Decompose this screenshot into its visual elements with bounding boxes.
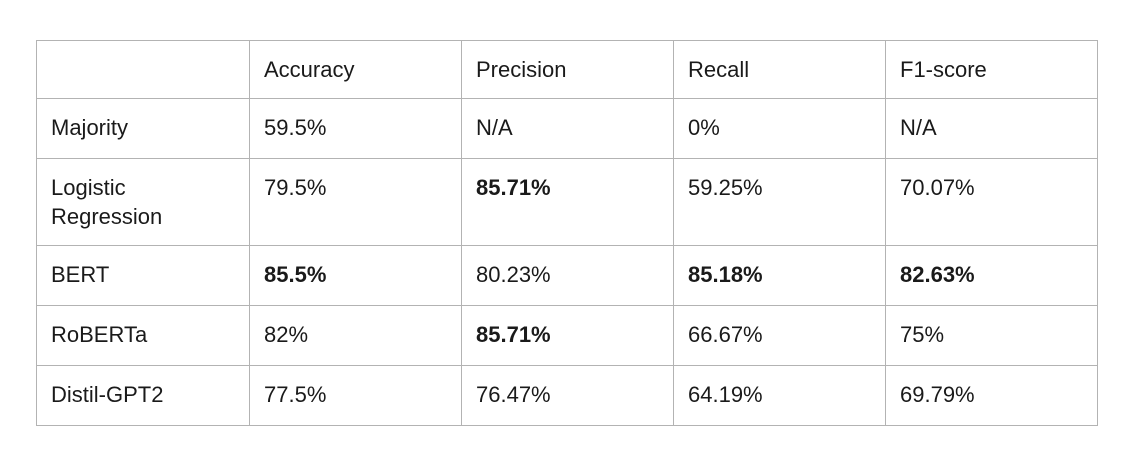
model-metrics-table: Accuracy Precision Recall F1-score Major… xyxy=(36,39,1098,427)
cell-distil-gpt2-accuracy: 77.5% xyxy=(249,365,462,427)
cell-bert-accuracy: 85.5% xyxy=(249,245,462,307)
header-corner-cell xyxy=(36,39,250,100)
table-row: BERT 85.5% 80.23% 85.18% 82.63% xyxy=(36,245,1098,307)
row-label-bert: BERT xyxy=(36,245,250,307)
row-label-logistic-regression: Logistic Regression xyxy=(36,158,250,247)
cell-majority-accuracy: 59.5% xyxy=(249,98,462,160)
cell-bert-recall: 85.18% xyxy=(673,245,886,307)
column-header-f1-score: F1-score xyxy=(885,39,1098,100)
cell-majority-recall: 0% xyxy=(673,98,886,160)
cell-majority-precision: N/A xyxy=(461,98,674,160)
cell-roberta-f1-score: 75% xyxy=(885,305,1098,367)
cell-distil-gpt2-f1-score: 69.79% xyxy=(885,365,1098,427)
table-header-row: Accuracy Precision Recall F1-score xyxy=(36,39,1098,100)
table-body: Majority 59.5% N/A 0% N/A Logistic Regre… xyxy=(36,98,1098,427)
cell-roberta-recall: 66.67% xyxy=(673,305,886,367)
cell-majority-f1-score: N/A xyxy=(885,98,1098,160)
table-header: Accuracy Precision Recall F1-score xyxy=(36,39,1098,100)
cell-distil-gpt2-precision: 76.47% xyxy=(461,365,674,427)
column-header-accuracy: Accuracy xyxy=(249,39,462,100)
column-header-precision: Precision xyxy=(461,39,674,100)
cell-logistic-regression-accuracy: 79.5% xyxy=(249,158,462,247)
row-label-majority: Majority xyxy=(36,98,250,160)
table-row: Majority 59.5% N/A 0% N/A xyxy=(36,98,1098,160)
cell-logistic-regression-recall: 59.25% xyxy=(673,158,886,247)
cell-bert-f1-score: 82.63% xyxy=(885,245,1098,307)
cell-distil-gpt2-recall: 64.19% xyxy=(673,365,886,427)
table-row: Distil-GPT2 77.5% 76.47% 64.19% 69.79% xyxy=(36,365,1098,427)
cell-bert-precision: 80.23% xyxy=(461,245,674,307)
table-row: Logistic Regression 79.5% 85.71% 59.25% … xyxy=(36,158,1098,247)
cell-roberta-precision: 85.71% xyxy=(461,305,674,367)
row-label-roberta: RoBERTa xyxy=(36,305,250,367)
table-row: RoBERTa 82% 85.71% 66.67% 75% xyxy=(36,305,1098,367)
column-header-recall: Recall xyxy=(673,39,886,100)
row-label-distil-gpt2: Distil-GPT2 xyxy=(36,365,250,427)
cell-logistic-regression-precision: 85.71% xyxy=(461,158,674,247)
cell-roberta-accuracy: 82% xyxy=(249,305,462,367)
cell-logistic-regression-f1-score: 70.07% xyxy=(885,158,1098,247)
